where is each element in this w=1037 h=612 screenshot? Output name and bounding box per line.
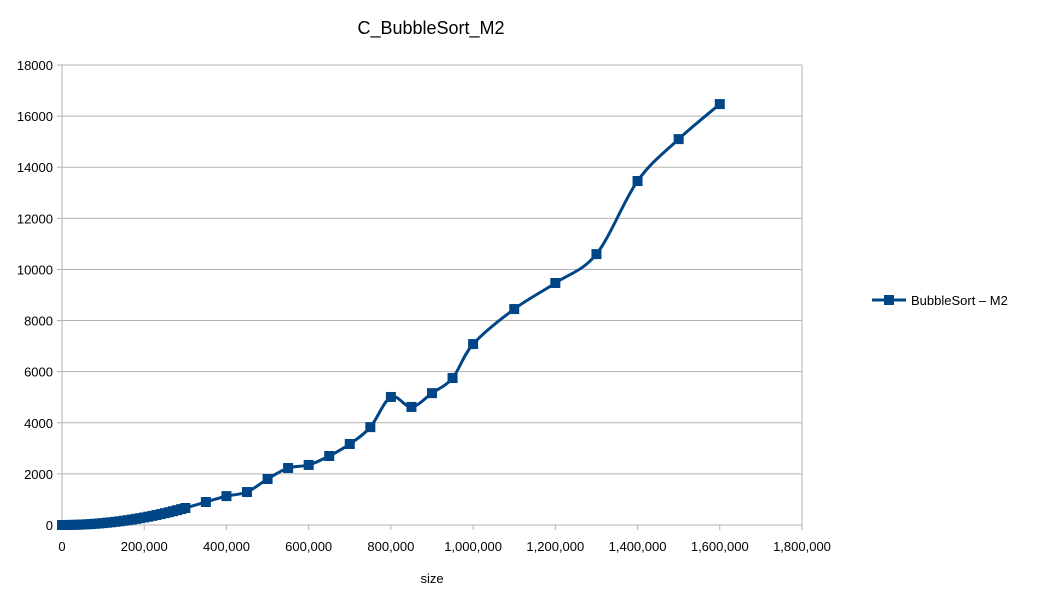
data-point	[468, 339, 479, 350]
data-point	[283, 463, 294, 474]
x-tick-label: 400,000	[203, 539, 250, 554]
y-tick-label: 18000	[17, 58, 53, 73]
data-point	[714, 99, 725, 110]
y-tick-label: 6000	[24, 365, 53, 380]
data-point	[242, 487, 252, 498]
data-point	[427, 388, 437, 399]
x-tick-label: 0	[58, 539, 65, 554]
legend: BubbleSort – M2	[872, 293, 1008, 308]
data-point	[632, 176, 643, 187]
x-tick-label: 1,800,000	[773, 539, 831, 554]
x-tick-label: 1,200,000	[526, 539, 584, 554]
data-point	[550, 277, 561, 288]
data-point	[591, 249, 602, 260]
x-tick-label: 800,000	[367, 539, 414, 554]
legend-marker	[884, 295, 894, 305]
x-tick-label: 600,000	[285, 539, 332, 554]
data-point	[303, 459, 314, 470]
axes: 0 2000 4000 6000 8000 10000 12000 14000 16000 180…	[17, 58, 831, 554]
y-tick-label: 14000	[17, 160, 53, 175]
data-point	[447, 373, 458, 384]
y-tick-label: 12000	[17, 211, 53, 226]
y-tick-label: 16000	[17, 109, 53, 124]
y-tick-label: 4000	[24, 416, 53, 431]
legend-label: BubbleSort – M2	[911, 293, 1008, 308]
data-point	[509, 304, 520, 315]
y-tick-label: 8000	[24, 314, 53, 329]
data-point	[221, 491, 232, 502]
y-tick-label: 0	[46, 518, 53, 533]
data-point	[365, 422, 376, 433]
data-point	[406, 401, 417, 412]
data-point	[385, 391, 396, 402]
chart-title: C_BubbleSort_M2	[357, 18, 504, 39]
x-tick-label: 1,600,000	[691, 539, 749, 554]
y-tick-label: 2000	[24, 467, 53, 482]
y-tick-label: 10000	[17, 262, 53, 277]
x-tick-label: 200,000	[121, 539, 168, 554]
data-point	[673, 134, 684, 145]
x-tick-label: 1,400,000	[609, 539, 667, 554]
grid	[62, 64, 803, 526]
series	[57, 99, 725, 530]
x-tick-label: 1,000,000	[444, 539, 502, 554]
data-point	[262, 474, 273, 484]
data-point	[200, 497, 211, 507]
data-point	[324, 451, 335, 461]
data-point	[180, 503, 191, 514]
x-axis-label: size	[420, 571, 443, 586]
data-point	[344, 438, 355, 449]
